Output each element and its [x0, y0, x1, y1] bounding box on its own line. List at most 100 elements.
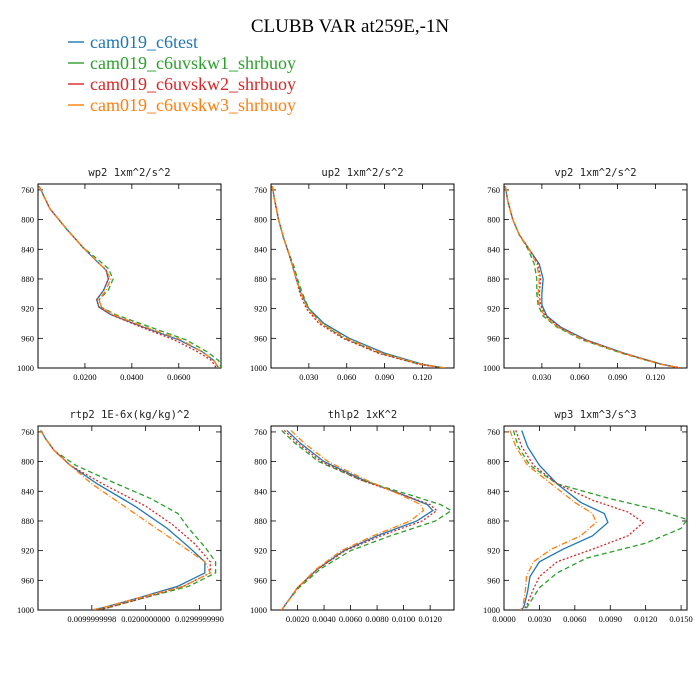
x-tick-label: 0.090 [608, 372, 627, 382]
x-tick-label: 0.0090 [599, 614, 622, 624]
panel-title: vp2 1xm^2/s^2 [554, 167, 636, 179]
plot-frame [270, 425, 455, 611]
y-tick-label: 960 [487, 575, 500, 585]
x-tick-label: 0.120 [646, 372, 665, 382]
x-tick-label: 0.0020 [286, 614, 309, 624]
y-tick-label: 840 [487, 244, 500, 254]
x-tick-label: 0.090 [375, 372, 394, 382]
plot-frame [270, 183, 455, 369]
y-tick-label: 880 [487, 516, 500, 526]
x-tick-label: 0.0100 [392, 614, 415, 624]
x-tick-label: 0.0400 [120, 372, 143, 382]
y-tick-label: 920 [254, 546, 267, 556]
x-tick-label: 0.0150 [669, 614, 692, 624]
x-tick-label: 0.0040 [312, 614, 335, 624]
plot-frame [503, 425, 688, 611]
legend-label: cam019_c6uvskw3_shrbuoy [90, 95, 296, 115]
series-line [281, 429, 425, 610]
panel-title: wp2 1xm^2/s^2 [88, 167, 170, 179]
y-tick-label: 840 [21, 486, 34, 496]
series-line [40, 430, 211, 610]
panel-title: rtp2 1E-6x(kg/kg)^2 [69, 409, 189, 421]
x-tick-label: 0.0030 [528, 614, 551, 624]
y-tick-label: 760 [21, 427, 34, 437]
y-tick-label: 1000 [250, 363, 267, 373]
y-tick-label: 960 [487, 333, 500, 343]
y-tick-label: 760 [254, 427, 267, 437]
series-line [504, 186, 681, 368]
x-tick-label: 0.030 [532, 372, 551, 382]
y-tick-label: 760 [21, 185, 34, 195]
x-tick-label: 0.0120 [418, 614, 441, 624]
series-line [271, 186, 446, 368]
y-tick-label: 760 [487, 185, 500, 195]
y-tick-label: 840 [254, 486, 267, 496]
plot-frame [503, 183, 688, 369]
legend-label: cam019_c6uvskw1_shrbuoy [90, 53, 296, 73]
series-line [271, 186, 446, 368]
y-tick-label: 920 [487, 304, 500, 314]
y-tick-label: 800 [254, 215, 267, 225]
series-line [38, 185, 220, 368]
panels: wp2 1xm^2/s^2 760 800 840 880 920 960 1000 0.020… [17, 167, 693, 624]
series-line [38, 185, 220, 368]
y-tick-label: 1000 [17, 605, 34, 615]
series-line [509, 430, 597, 610]
x-tick-label: 0.0099999998 [67, 614, 116, 624]
series-line [515, 430, 645, 610]
x-tick-label: 0.0060 [339, 614, 362, 624]
series-line [512, 430, 687, 610]
x-tick-label: 0.0200000000 [121, 614, 170, 624]
panel-title: wp3 1xm^3/s^3 [554, 409, 636, 421]
y-tick-label: 800 [21, 215, 34, 225]
y-tick-label: 960 [21, 333, 34, 343]
series-line [271, 186, 444, 368]
series-line [40, 430, 212, 610]
x-tick-label: 0.0600 [167, 372, 190, 382]
x-tick-label: 0.0000 [492, 614, 515, 624]
series-line [281, 429, 453, 610]
x-tick-label: 0.0080 [365, 614, 388, 624]
series-line [40, 430, 217, 610]
y-tick-label: 800 [254, 457, 267, 467]
y-tick-label: 880 [21, 274, 34, 284]
y-tick-label: 920 [487, 546, 500, 556]
chart-panel: wp2 1xm^2/s^2 760 800 840 880 920 960 1000 0.020… [17, 167, 222, 382]
chart-panel: vp2 1xm^2/s^2 760 800 840 880 920 960 1000 0.030… [483, 167, 688, 382]
series-line [38, 185, 217, 368]
y-tick-label: 920 [254, 304, 267, 314]
series-line [504, 186, 681, 368]
y-tick-label: 840 [254, 244, 267, 254]
y-tick-label: 760 [487, 427, 500, 437]
y-tick-label: 840 [487, 486, 500, 496]
x-tick-label: 0.120 [413, 372, 432, 382]
panel-title: up2 1xm^2/s^2 [321, 167, 403, 179]
y-tick-label: 1000 [250, 605, 267, 615]
x-tick-label: 0.0060 [563, 614, 586, 624]
x-tick-label: 0.0299999990 [175, 614, 224, 624]
y-tick-label: 880 [254, 516, 267, 526]
chart-panel: up2 1xm^2/s^2 760 800 840 880 920 960 1000 0.030… [250, 167, 455, 382]
x-tick-label: 0.060 [337, 372, 356, 382]
y-tick-label: 880 [254, 274, 267, 284]
x-tick-label: 0.0200 [73, 372, 96, 382]
y-tick-label: 960 [21, 575, 34, 585]
x-tick-label: 0.060 [570, 372, 589, 382]
y-tick-label: 1000 [17, 363, 34, 373]
series-line [504, 186, 681, 368]
y-tick-label: 1000 [483, 363, 500, 373]
panel-title: thlp2 1xK^2 [328, 409, 398, 421]
y-tick-label: 960 [254, 575, 267, 585]
y-tick-label: 800 [487, 215, 500, 225]
plot-frame [37, 425, 222, 611]
y-tick-label: 760 [254, 185, 267, 195]
series-line [40, 430, 206, 610]
plot-frame [37, 183, 222, 369]
y-tick-label: 840 [21, 244, 34, 254]
y-tick-label: 880 [21, 516, 34, 526]
legend-label: cam019_c6test [90, 32, 198, 52]
series-line [504, 186, 681, 368]
